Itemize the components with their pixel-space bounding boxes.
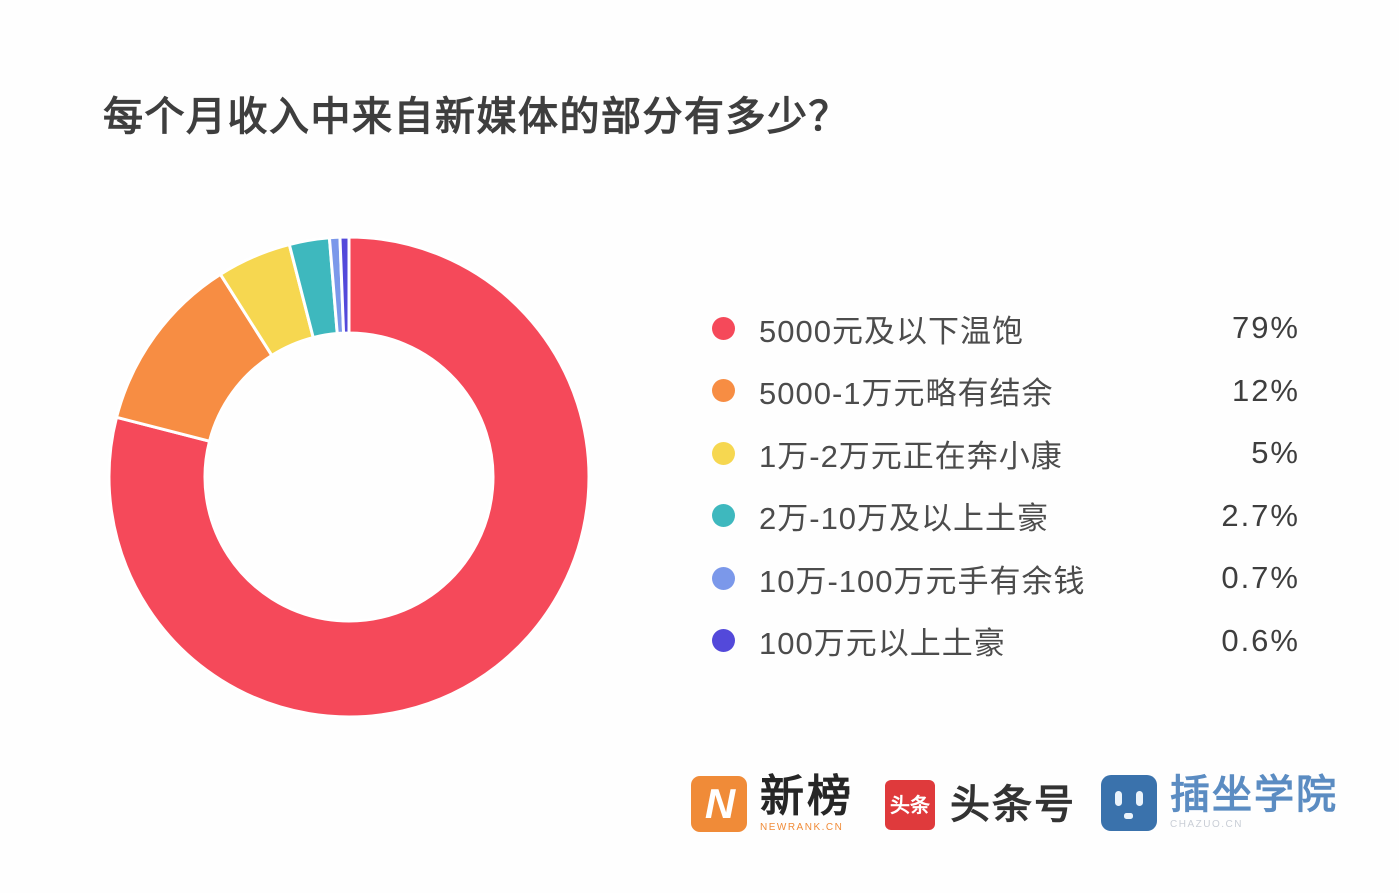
legend-item: 10万-100万元手有余钱 0.7% — [712, 547, 1300, 610]
newrank-logo: N 新榜 NEWRANK.CN — [690, 775, 854, 833]
legend-value: 2.7% — [1221, 497, 1300, 533]
chazuo-logo: 插坐学院 CHAZUO.CN — [1100, 772, 1338, 833]
legend-value: 5% — [1251, 435, 1300, 471]
legend-dot-icon — [712, 379, 735, 403]
svg-text:N: N — [705, 780, 737, 827]
legend-value: 0.6% — [1221, 622, 1300, 658]
legend-label: 100万元以上土豪 — [759, 626, 1006, 662]
donut-slice-5 — [338, 235, 351, 335]
legend-dot-icon — [712, 566, 735, 590]
legend-item: 5000元及以下温饱 79% — [712, 297, 1300, 360]
legend-dot-icon — [712, 316, 735, 340]
legend-value: 79% — [1231, 310, 1300, 346]
legend-item: 100万元以上土豪 0.6% — [712, 610, 1300, 673]
legend-item: 2万-10万及以上土豪 2.7% — [712, 485, 1300, 548]
newrank-wordmark: 新榜 — [760, 772, 854, 821]
donut-chart — [107, 235, 591, 719]
chart-title: 每个月收入中来自新媒体的部分有多少？ — [103, 95, 850, 139]
toutiao-logo: 头条 头条号 — [884, 779, 1076, 831]
legend-item: 1万-2万元正在奔小康 5% — [712, 422, 1300, 485]
legend-dot-icon — [712, 504, 735, 528]
donut-slice-0 — [107, 235, 591, 719]
legend-label: 2万-10万及以上土豪 — [759, 501, 1050, 537]
legend-dot-icon — [712, 629, 735, 653]
legend-dot-icon — [712, 441, 735, 465]
legend-label: 1万-2万元正在奔小康 — [759, 438, 1063, 474]
toutiao-square-icon: 头条 — [885, 780, 935, 830]
legend-value: 12% — [1231, 372, 1300, 408]
legend-item: 5000-1万元略有结余 12% — [712, 360, 1300, 423]
chazuo-robot-face-icon — [1101, 775, 1157, 831]
chazuo-wordmark: 插坐学院 — [1170, 773, 1338, 817]
legend-label: 5000-1万元略有结余 — [759, 376, 1054, 412]
chart-legend: 5000元及以下温饱 79% 5000-1万元略有结余 12% 1万-2万元正在… — [712, 297, 1300, 672]
newrank-lightning-n-icon: N — [691, 776, 747, 832]
legend-label: 10万-100万元手有余钱 — [759, 563, 1086, 599]
legend-value: 0.7% — [1221, 560, 1300, 596]
chazuo-url-text: CHAZUO.CN — [1170, 819, 1243, 830]
newrank-url-text: NEWRANK.CN — [760, 822, 844, 833]
legend-label: 5000元及以下温饱 — [759, 313, 1024, 349]
toutiao-wordmark: 头条号 — [950, 783, 1076, 827]
svg-text:头条: 头条 — [890, 793, 931, 817]
